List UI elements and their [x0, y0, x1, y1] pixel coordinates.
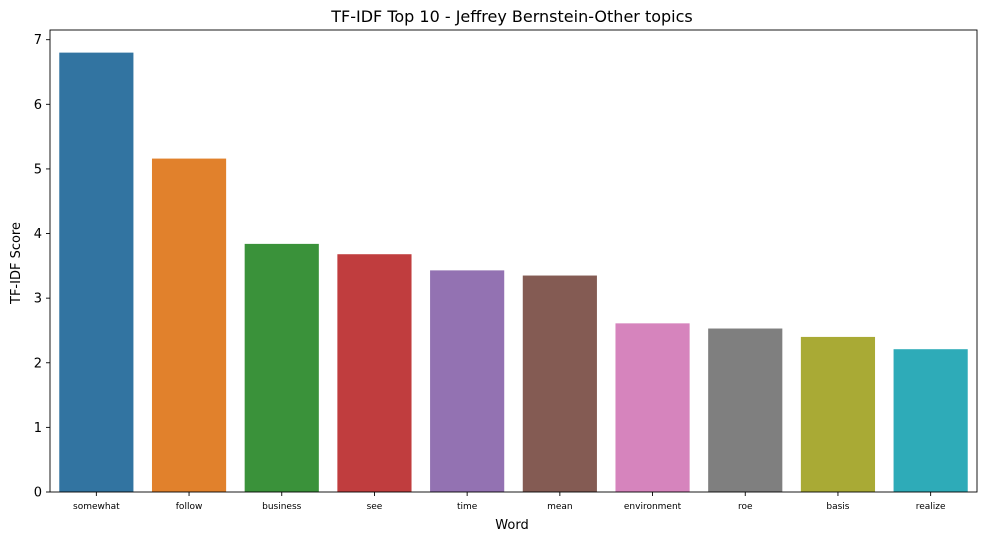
x-ticks-group: somewhat follow business see time mean environ… — [73, 492, 946, 512]
x-tick-label-roe: roe — [738, 502, 753, 512]
bar-follow — [151, 158, 227, 492]
x-tick-label-environment: environment — [624, 502, 682, 512]
x-tick-label-basis: basis — [826, 502, 849, 512]
y-tick-label-7: 7 — [34, 33, 42, 48]
x-tick-label-time: time — [457, 502, 478, 512]
x-tick-label-mean: mean — [547, 502, 573, 512]
bar-business — [244, 243, 319, 492]
axes-group — [49, 29, 978, 493]
y-tick-label-4: 4 — [34, 227, 42, 242]
y-tick-label-0: 0 — [34, 486, 42, 501]
bar-somewhat — [59, 52, 134, 493]
x-tick-label-follow: follow — [176, 502, 203, 512]
bar-mean — [522, 275, 597, 492]
bar-realize — [893, 349, 968, 492]
x-tick-label-somewhat: somewhat — [73, 502, 120, 512]
x-tick-label-business: business — [262, 502, 302, 512]
x-axis-label: Word — [495, 518, 528, 533]
bar-time — [430, 270, 505, 492]
x-tick-label-see: see — [367, 502, 383, 512]
bar-environment — [615, 323, 690, 492]
chart-title: TF-IDF Top 10 - Jeffrey Bernstein-Other … — [330, 7, 693, 26]
bars-group — [59, 52, 968, 493]
plot-frame — [49, 29, 978, 493]
bar-see — [337, 254, 412, 492]
y-tick-label-2: 2 — [34, 356, 42, 371]
y-tick-label-1: 1 — [34, 421, 42, 436]
y-ticks-group: 0 1 2 3 4 5 6 7 — [34, 33, 50, 501]
bar-basis — [800, 336, 876, 492]
y-tick-label-3: 3 — [34, 292, 42, 307]
x-tick-label-realize: realize — [916, 502, 946, 512]
y-axis-label: TF-IDF Score — [9, 222, 24, 305]
y-tick-label-6: 6 — [34, 98, 42, 113]
bar-roe — [708, 328, 783, 492]
y-tick-label-5: 5 — [34, 162, 42, 177]
